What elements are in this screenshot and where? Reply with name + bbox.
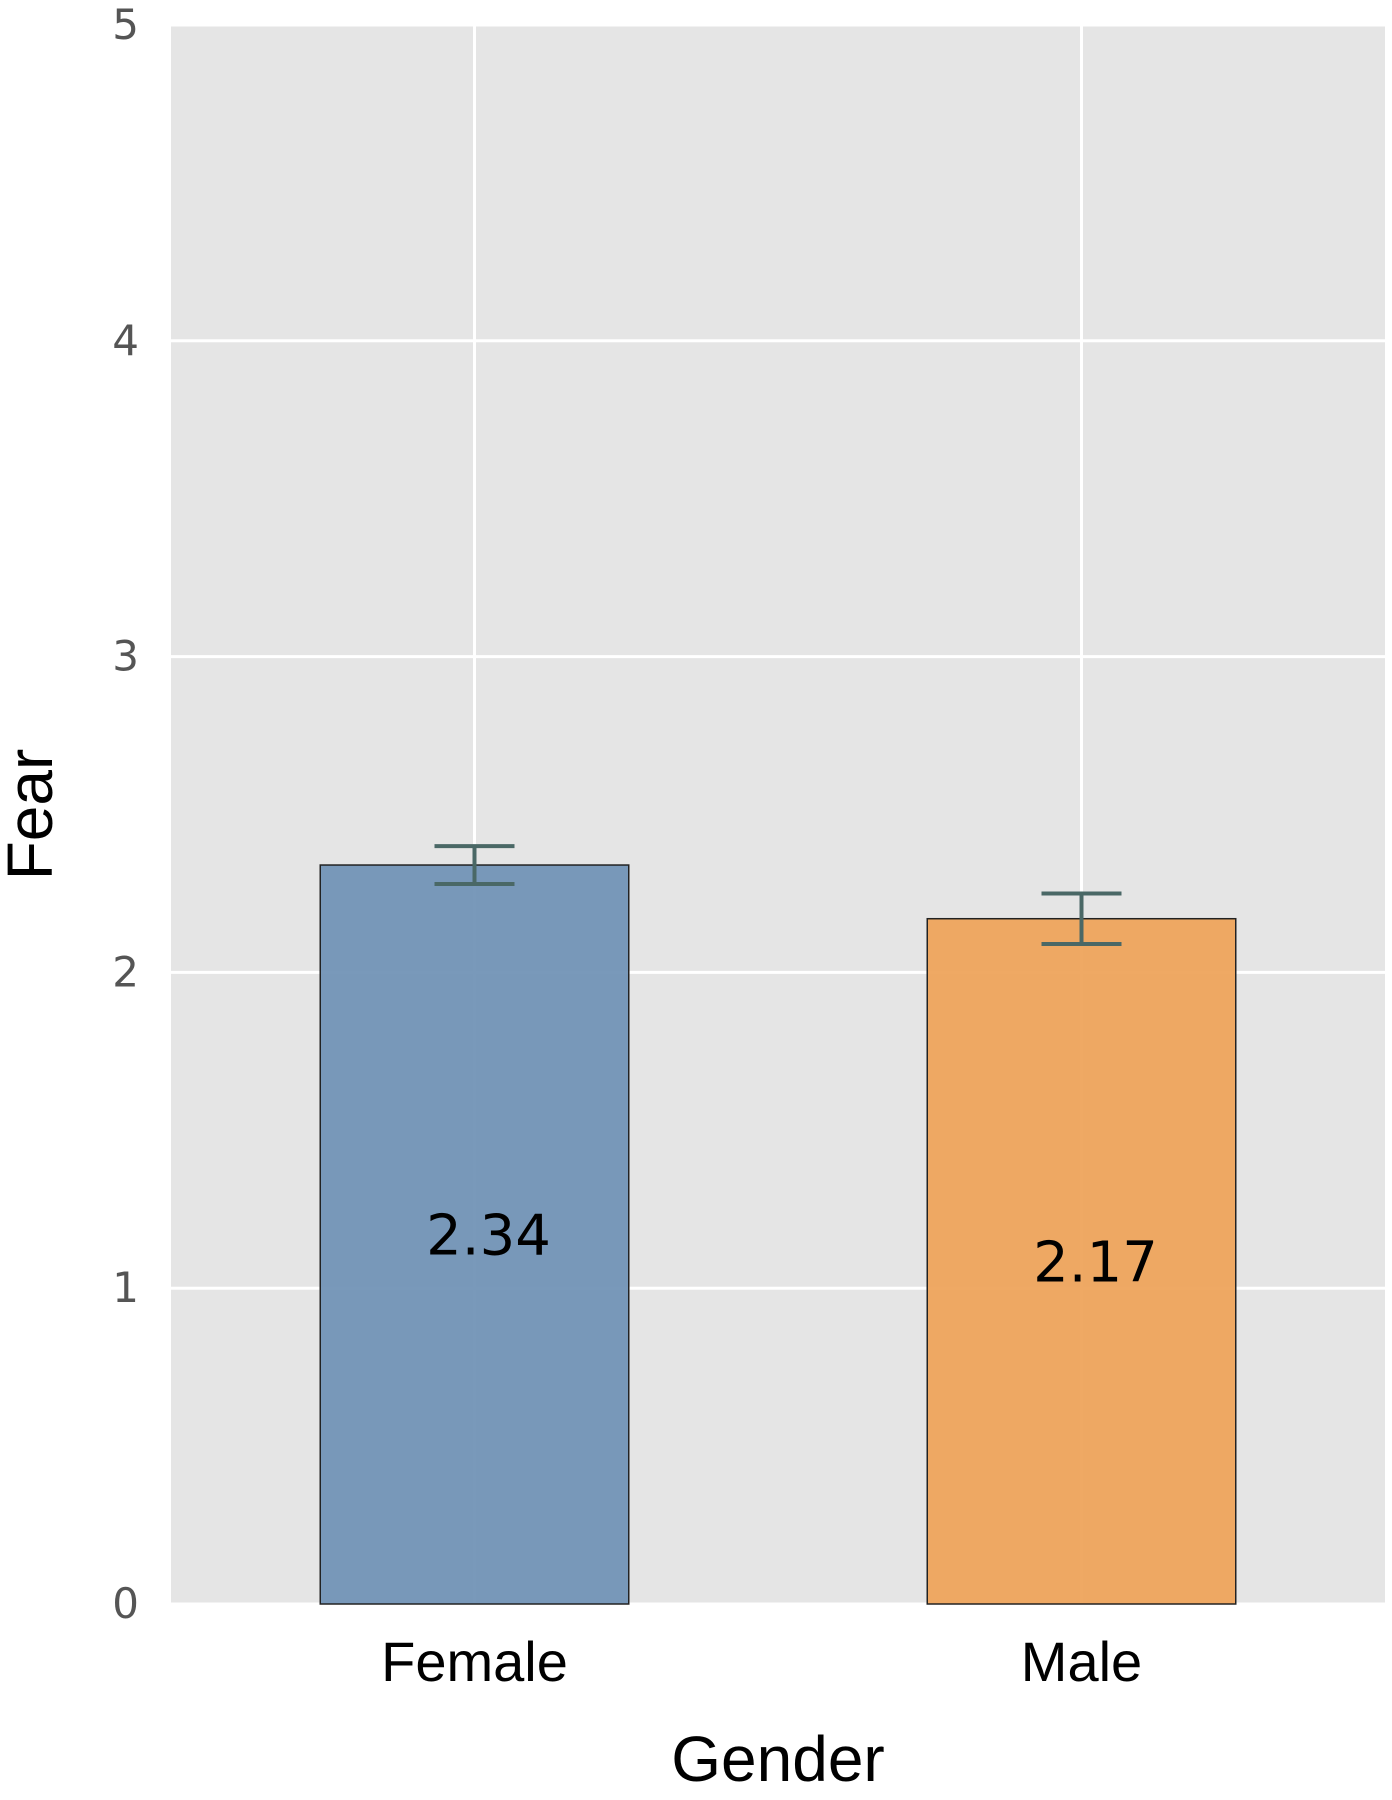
data-labels: 2.34 2.17 xyxy=(426,1204,1158,1296)
y-axis-title: Fear xyxy=(0,749,66,881)
y-tick-label: 1 xyxy=(112,1263,139,1312)
error-bars xyxy=(434,844,1122,946)
x-tick-label: Male xyxy=(1021,1630,1142,1693)
y-axis-ticks: 0 1 2 3 4 5 xyxy=(112,0,139,1628)
x-tick-label: Female xyxy=(381,1630,568,1693)
error-bar-female xyxy=(434,844,515,886)
x-axis-title: Gender xyxy=(671,1723,884,1795)
bars xyxy=(319,864,1237,1605)
error-bar-male xyxy=(1041,891,1122,946)
bar-male xyxy=(926,917,1237,1605)
bar-female xyxy=(319,864,630,1605)
x-axis-ticks: Female Male xyxy=(381,1630,1142,1693)
y-tick-label: 0 xyxy=(112,1579,139,1628)
y-tick-label: 2 xyxy=(112,947,139,996)
y-tick-label: 4 xyxy=(112,316,139,365)
y-tick-label: 3 xyxy=(112,632,139,681)
y-tick-label: 5 xyxy=(112,0,139,49)
bar-value-label: 2.34 xyxy=(426,1204,551,1269)
bar-value-label: 2.17 xyxy=(1033,1230,1158,1295)
